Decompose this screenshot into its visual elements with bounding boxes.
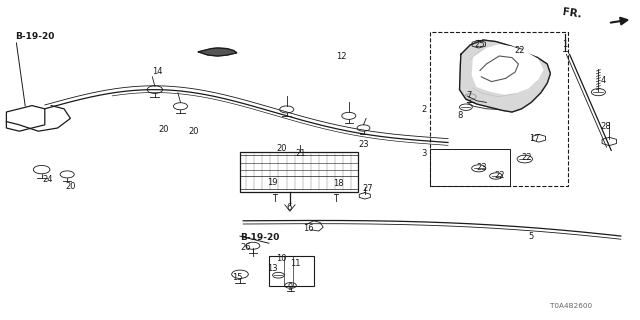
Text: 20: 20	[276, 144, 287, 153]
Polygon shape	[472, 45, 543, 94]
Text: 27: 27	[362, 184, 373, 193]
Text: 22: 22	[515, 46, 525, 55]
Text: 6: 6	[286, 203, 291, 212]
Text: 20: 20	[65, 182, 76, 191]
Text: 19: 19	[268, 178, 278, 187]
Text: 20: 20	[189, 127, 199, 136]
Text: B-19-20: B-19-20	[15, 32, 55, 41]
Bar	[430, 149, 510, 186]
Text: 1: 1	[562, 40, 567, 49]
Text: 10: 10	[276, 254, 287, 263]
Text: 14: 14	[152, 67, 163, 76]
Text: T0A4B2600: T0A4B2600	[550, 303, 592, 309]
Text: 8: 8	[458, 111, 463, 120]
Text: FR.: FR.	[562, 7, 582, 20]
Text: 23: 23	[477, 163, 488, 172]
Text: 4: 4	[600, 76, 605, 85]
Text: 5: 5	[528, 232, 533, 241]
Text: 23: 23	[358, 140, 369, 149]
Polygon shape	[198, 48, 237, 56]
Text: 26: 26	[241, 243, 252, 252]
Bar	[269, 256, 314, 286]
Bar	[430, 32, 568, 186]
Polygon shape	[460, 40, 550, 112]
Text: 22: 22	[522, 153, 532, 162]
Text: 2: 2	[421, 105, 426, 114]
Text: 7: 7	[466, 91, 471, 100]
Text: 18: 18	[333, 179, 344, 188]
Text: 21: 21	[296, 149, 306, 158]
Text: 28: 28	[600, 122, 611, 131]
Text: 3: 3	[421, 149, 426, 158]
Text: 16: 16	[303, 224, 314, 233]
Bar	[240, 152, 358, 192]
Text: 22: 22	[494, 172, 504, 180]
Text: 11: 11	[291, 260, 301, 268]
Text: 15: 15	[232, 273, 242, 282]
Text: 25: 25	[475, 40, 485, 49]
Text: 17: 17	[529, 134, 540, 143]
Text: 12: 12	[336, 52, 346, 61]
Text: 24: 24	[43, 175, 53, 184]
Text: 20: 20	[159, 125, 169, 134]
Text: 9: 9	[288, 283, 293, 292]
Text: B-19-20: B-19-20	[240, 233, 280, 242]
Text: 13: 13	[268, 264, 278, 273]
